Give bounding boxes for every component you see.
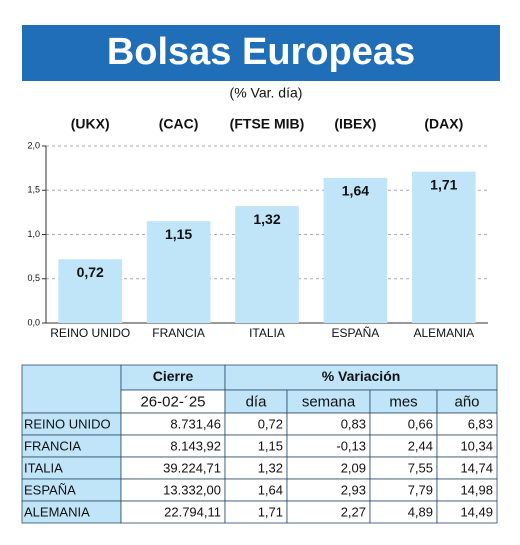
bar	[235, 206, 299, 323]
bar	[146, 221, 211, 323]
y-tick-label: 2,0	[27, 140, 40, 150]
y-tick-label: 0,0	[27, 317, 40, 327]
table-value: 22.794,11	[164, 504, 221, 519]
table-value: 0,72	[258, 416, 283, 431]
table-sub-header: 26-02-´25	[140, 393, 205, 410]
table-value: 7,79	[408, 482, 433, 497]
table-value: 14,98	[460, 482, 493, 497]
table-value: 13.332,00	[163, 482, 221, 497]
table-value: 8.731,46	[170, 416, 221, 431]
table-value: 6,83	[468, 416, 493, 431]
value-label: 1,64	[342, 183, 369, 199]
value-label: 1,15	[165, 226, 192, 242]
table-cell	[21, 364, 122, 414]
x-tick-label: ESPAÑA	[332, 326, 380, 340]
y-tick-label: 1,5	[27, 185, 40, 195]
value-label: 0,72	[77, 264, 104, 280]
index-label: (CAC)	[159, 116, 199, 132]
table-sub-header: semana	[302, 393, 356, 410]
table-group-header: Cierre	[153, 368, 194, 384]
bar	[58, 259, 123, 323]
row-label: FRANCIA	[24, 438, 81, 453]
y-tick-label: 0,5	[27, 273, 40, 283]
table-value: 1,32	[258, 460, 283, 475]
table-cell	[120, 364, 226, 391]
table-value: 1,71	[258, 504, 283, 519]
chart-title: Bolsas Europeas	[107, 31, 415, 73]
x-tick-label: ALEMANIA	[413, 326, 474, 340]
index-label: (IBEX)	[334, 116, 376, 132]
x-tick-label: ITALIA	[249, 326, 285, 340]
table-value: 1,64	[258, 482, 283, 497]
table-value: 1,15	[258, 438, 283, 453]
row-label: REINO UNIDO	[24, 416, 111, 431]
index-label: (DAX)	[424, 116, 463, 132]
table-value: 39.224,71	[163, 460, 221, 475]
table-sub-header: mes	[389, 393, 417, 410]
table-sub-header: año	[454, 393, 479, 410]
x-tick-label: REINO UNIDO	[50, 326, 130, 340]
value-label: 1,71	[430, 176, 457, 192]
y-tick-label: 1,0	[27, 229, 40, 239]
table-value: 14,74	[460, 460, 493, 475]
x-tick-label: FRANCIA	[152, 326, 205, 340]
row-label: ALEMANIA	[24, 504, 90, 519]
table-value: 2,09	[341, 460, 366, 475]
table-value: 10,34	[460, 438, 493, 453]
index-label: (FTSE MIB)	[230, 116, 305, 132]
table-value: 7,55	[408, 460, 433, 475]
row-label: ITALIA	[24, 460, 63, 475]
table-value: 0,66	[408, 416, 433, 431]
table-value: 0,83	[341, 416, 366, 431]
title-banner	[22, 25, 500, 81]
table-value: -0,13	[336, 438, 366, 453]
table-group-header: % Variación	[322, 368, 401, 384]
table-value: 2,27	[341, 504, 366, 519]
bar	[411, 171, 476, 323]
table-value: 4,89	[408, 504, 433, 519]
bar	[323, 177, 388, 323]
row-label: ESPAÑA	[24, 482, 76, 497]
chart-subtitle: (% Var. día)	[230, 85, 303, 101]
table-value: 8.143,92	[170, 438, 221, 453]
table-value: 2,93	[341, 482, 366, 497]
table-sub-header: día	[246, 393, 268, 410]
table-value: 2,44	[408, 438, 433, 453]
table-value: 14,49	[460, 504, 493, 519]
table-cell	[436, 500, 498, 524]
index-label: (UKX)	[71, 116, 110, 132]
value-label: 1,32	[253, 211, 280, 227]
